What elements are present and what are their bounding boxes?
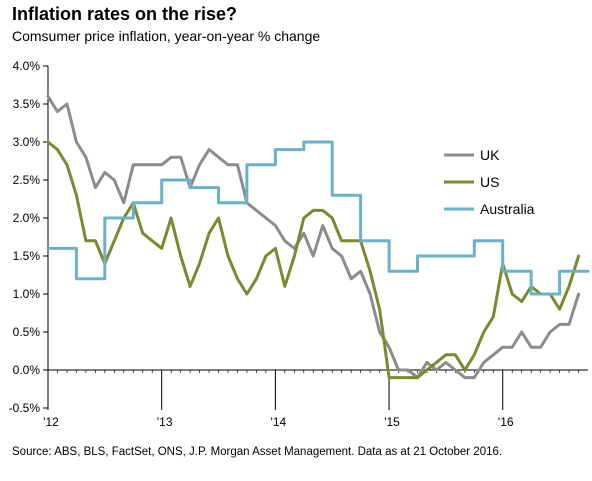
chart-source: Source: ABS, BLS, FactSet, ONS, J.P. Mor…	[12, 446, 503, 458]
series-line-uk	[46, 94, 581, 380]
legend-label-uk: UK	[480, 147, 500, 163]
series-layer	[46, 94, 590, 380]
x-tick-label: '13	[157, 415, 173, 429]
series-line-us	[46, 140, 581, 380]
legend-label-us: US	[480, 174, 499, 190]
y-tick-label: -0.5%	[9, 401, 41, 415]
y-tick-label: 1.5%	[13, 249, 41, 263]
legend-label-australia: Australia	[480, 201, 535, 217]
y-tick-label: 3.5%	[13, 97, 41, 111]
chart-subtitle: Comsumer price inflation, year-on-year %…	[12, 28, 321, 44]
y-tick-label: 1.0%	[13, 287, 41, 301]
chart-title: Inflation rates on the rise?	[12, 4, 238, 24]
y-tick-label: 0.0%	[13, 363, 41, 377]
y-tick-label: 3.0%	[13, 135, 41, 149]
x-tick-label: '14	[271, 415, 287, 429]
y-tick-label: 4.0%	[13, 59, 41, 73]
y-tick-label: 0.5%	[13, 325, 41, 339]
x-tick-label: '15	[384, 415, 400, 429]
chart-axes: -0.5% 0.0% 0.5% 1.0% 1.5% 2.0% 2.5% 3.0% 3.5% 4.0…	[9, 59, 588, 429]
chart-legend: UK US Australia	[444, 147, 535, 217]
y-tick-label: 2.5%	[13, 173, 41, 187]
y-tick-label: 2.0%	[13, 211, 41, 225]
series-line-australia	[46, 140, 590, 296]
x-tick-label: '12	[43, 415, 59, 429]
x-tick-label: '16	[498, 415, 514, 429]
